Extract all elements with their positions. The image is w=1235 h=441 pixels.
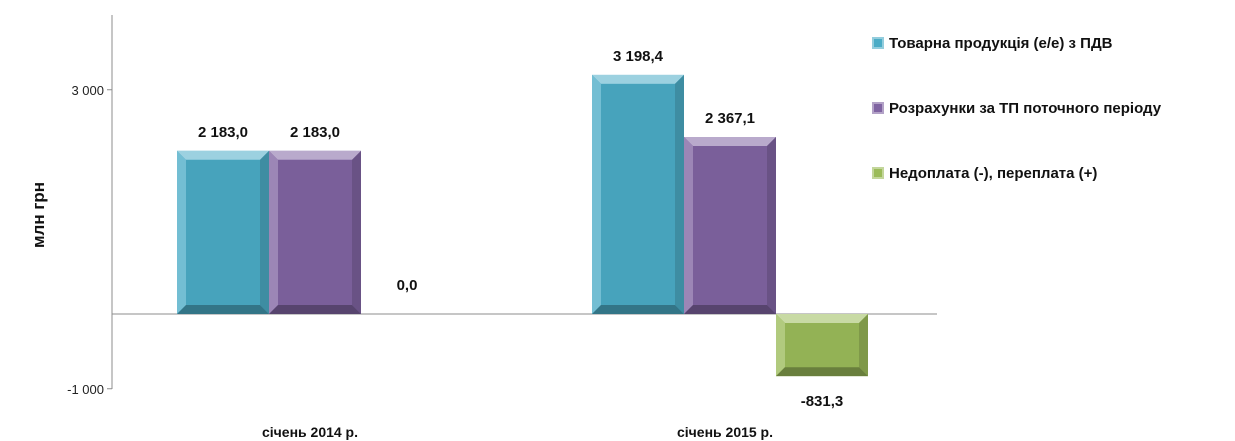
bar-bevel-bottom <box>177 305 269 314</box>
bar-face <box>693 146 767 305</box>
bar-bevel-right <box>675 74 684 314</box>
bar <box>177 150 269 314</box>
bar-face <box>785 323 859 368</box>
legend: Товарна продукція (е/е) з ПДВ Розрахунки … <box>872 33 1232 228</box>
bar-bevel-right <box>352 150 361 314</box>
legend-swatch <box>872 167 884 179</box>
data-label: 2 183,0 <box>198 124 248 141</box>
bar-bevel-bottom <box>684 305 776 314</box>
bar <box>684 137 776 314</box>
x-category-label: січень 2015 р. <box>677 424 773 440</box>
bar <box>776 314 868 377</box>
bar-bevel-left <box>269 150 278 314</box>
legend-label: Недоплата (-), переплата (+) <box>889 164 1098 182</box>
bar-bevel-left <box>177 150 186 314</box>
y-tick-label: -1 000 <box>67 382 104 397</box>
y-axis-title: млн грн <box>29 182 48 248</box>
bar-bevel-top <box>592 74 684 84</box>
bar-bevel-left <box>776 314 785 377</box>
x-category-label: січень 2014 р. <box>262 424 358 440</box>
legend-item: Товарна продукція (е/е) з ПДВ <box>872 33 1232 53</box>
bar-bevel-right <box>859 314 868 377</box>
bar <box>269 150 361 314</box>
data-label: 2 183,0 <box>290 124 340 141</box>
data-label: 2 367,1 <box>705 110 755 127</box>
bar-face <box>278 159 352 305</box>
bar-bevel-top <box>776 314 868 323</box>
bars <box>177 74 868 377</box>
bar-bevel-right <box>260 150 269 314</box>
legend-swatch <box>872 102 884 114</box>
bar-bevel-left <box>592 74 601 314</box>
legend-swatch <box>872 37 884 49</box>
bar-face <box>601 83 675 305</box>
bar-face <box>186 159 260 305</box>
bar-bevel-top <box>177 150 269 160</box>
legend-label: Товарна продукція (е/е) з ПДВ <box>889 34 1113 52</box>
bar-bevel-bottom <box>776 367 868 377</box>
bar-bevel-top <box>684 137 776 147</box>
bar-bevel-right <box>767 137 776 314</box>
legend-item: Розрахунки за ТП поточного періоду <box>872 98 1232 118</box>
y-tick-label: 3 000 <box>71 83 104 98</box>
bar-bevel-bottom <box>269 305 361 314</box>
bar-bevel-left <box>684 137 693 314</box>
data-label: 3 198,4 <box>613 48 664 65</box>
legend-label: Розрахунки за ТП поточного періоду <box>889 99 1162 117</box>
bar-bevel-bottom <box>592 305 684 314</box>
bar <box>592 74 684 314</box>
legend-item: Недоплата (-), переплата (+) <box>872 163 1232 183</box>
data-label: 0,0 <box>397 277 418 294</box>
labels: січень 2014 р. січень 2015 р. 2 183,0 2 183… <box>198 48 843 440</box>
bar-bevel-top <box>269 150 361 160</box>
data-label: -831,3 <box>801 393 844 410</box>
